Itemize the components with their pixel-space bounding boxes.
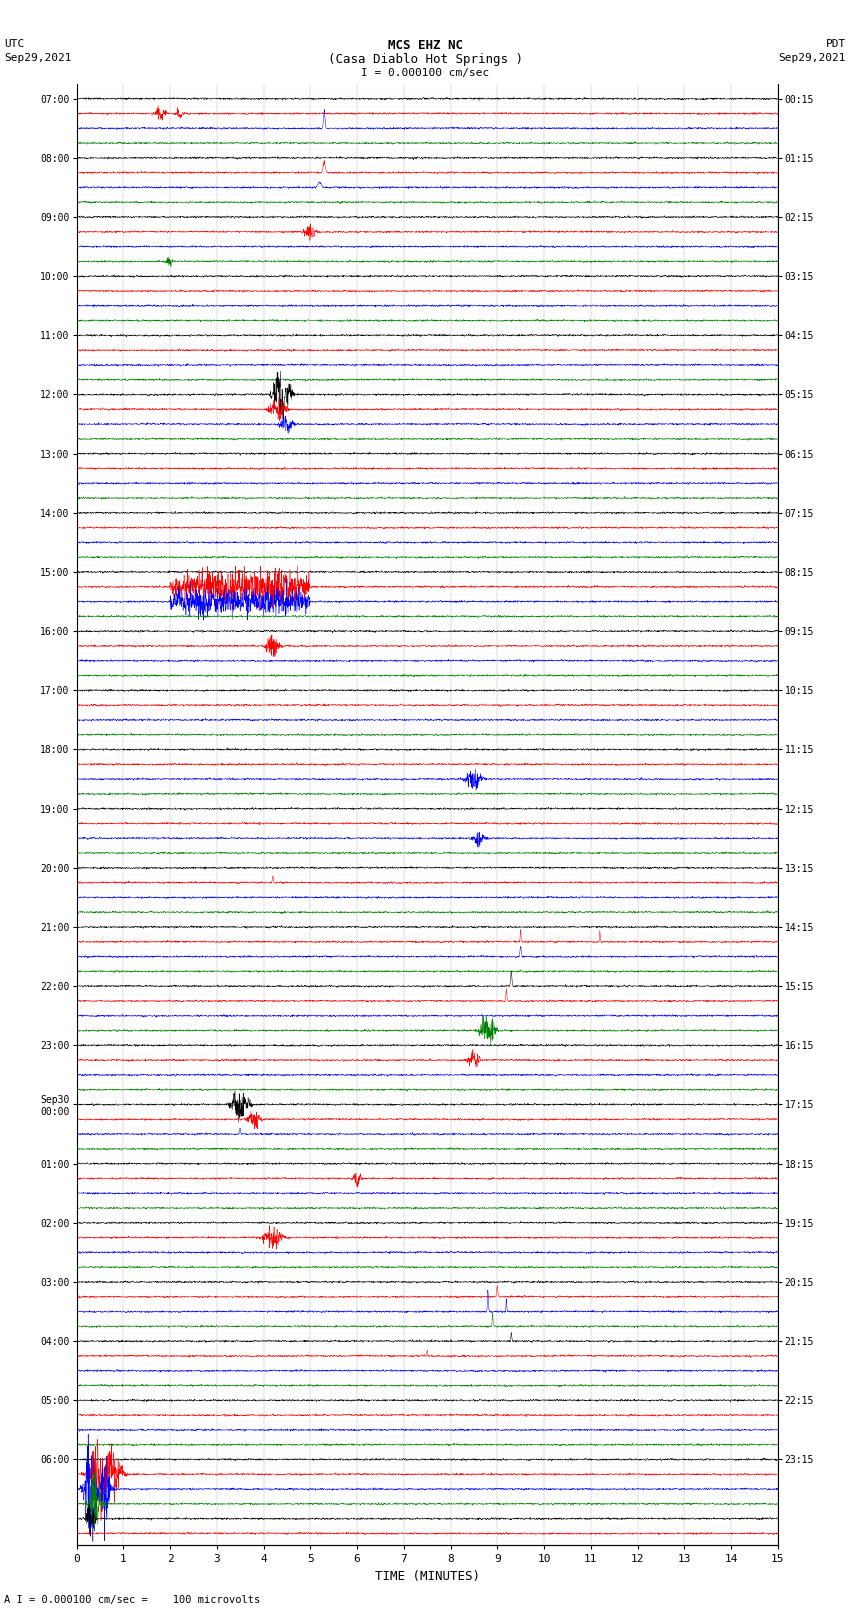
Text: A I = 0.000100 cm/sec =    100 microvolts: A I = 0.000100 cm/sec = 100 microvolts <box>4 1595 260 1605</box>
Text: MCS EHZ NC: MCS EHZ NC <box>388 39 462 52</box>
Text: Sep29,2021: Sep29,2021 <box>779 53 846 63</box>
Text: UTC: UTC <box>4 39 25 48</box>
Text: PDT: PDT <box>825 39 846 48</box>
Text: I = 0.000100 cm/sec: I = 0.000100 cm/sec <box>361 68 489 77</box>
Text: (Casa Diablo Hot Springs ): (Casa Diablo Hot Springs ) <box>327 53 523 66</box>
X-axis label: TIME (MINUTES): TIME (MINUTES) <box>375 1569 479 1582</box>
Text: Sep29,2021: Sep29,2021 <box>4 53 71 63</box>
